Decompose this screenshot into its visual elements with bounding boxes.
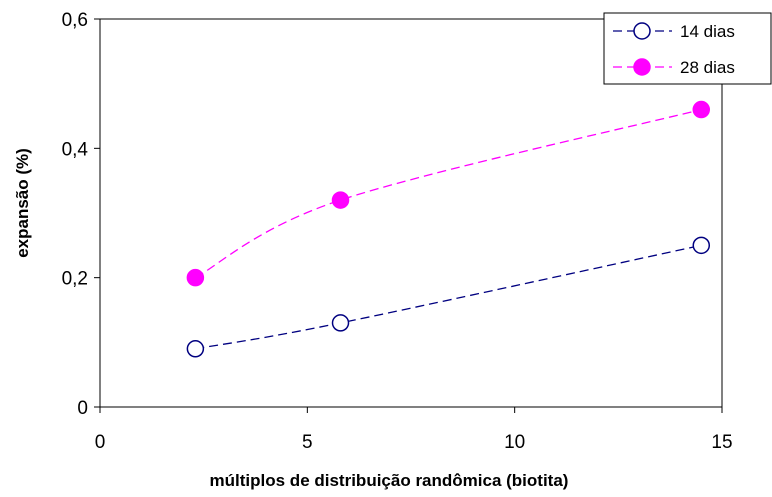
y-tick-label: 0,6: [62, 10, 88, 31]
y-axis-title: expansão (%): [13, 148, 32, 258]
x-axis-title: múltiplos de distribuição randômica (bio…: [210, 471, 569, 490]
data-point: [692, 236, 711, 255]
data-point: [331, 314, 350, 332]
legend-item: 28 dias: [613, 58, 735, 77]
x-tick-label: 10: [504, 432, 525, 453]
legend-marker: [633, 22, 651, 40]
data-point: [186, 340, 205, 358]
series-1: [186, 100, 711, 287]
data-point: [331, 191, 350, 209]
series-line: [195, 108, 702, 279]
series-layer: [186, 100, 711, 358]
data-point: [692, 100, 711, 119]
legend-label: 28 dias: [680, 58, 735, 77]
legend: 14 dias 28 dias: [603, 12, 772, 85]
x-tick-label: 0: [95, 432, 106, 453]
plot-area: [99, 18, 723, 408]
series-0: [186, 236, 711, 358]
y-axis-ticks: 0 0,2 0,4 0,6: [62, 10, 100, 419]
legend-marker: [633, 58, 651, 76]
legend-label: 14 dias: [680, 22, 735, 41]
y-tick-label: 0,4: [62, 139, 89, 160]
y-tick-label: 0: [77, 398, 88, 419]
x-tick-label: 15: [711, 432, 732, 453]
x-axis-ticks: 0 5 10 15: [95, 407, 733, 453]
x-tick-label: 5: [302, 432, 313, 453]
data-point: [186, 268, 205, 287]
legend-box: [603, 12, 772, 85]
y-tick-label: 0,2: [62, 269, 88, 290]
legend-item: 14 dias: [613, 22, 735, 41]
series-line: [195, 244, 702, 350]
